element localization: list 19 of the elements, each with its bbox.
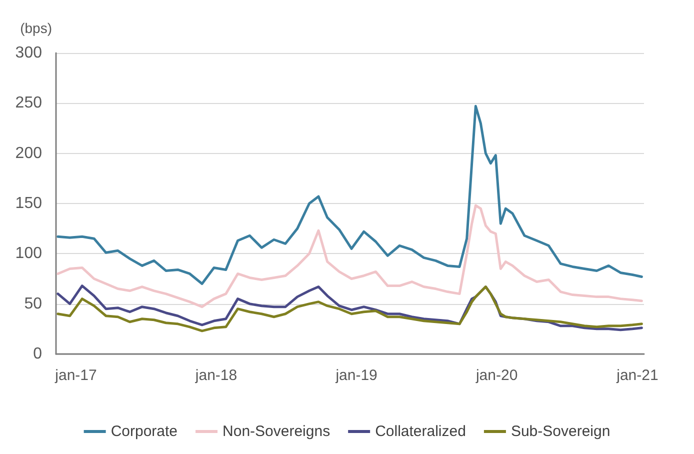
y-axis-title: (bps)	[20, 20, 52, 36]
y-tick-label: 50	[24, 295, 42, 312]
y-tick-label: 150	[15, 195, 42, 212]
line-series	[56, 104, 643, 286]
legend-label: Corporate	[110, 423, 178, 440]
x-tick-label: jan-19	[334, 367, 378, 384]
x-tick-label: jan-18	[194, 367, 238, 384]
y-tick-label: 0	[33, 346, 42, 362]
line-series	[56, 204, 643, 308]
x-tick-label: jan-20	[474, 367, 518, 384]
x-tick-label: jan-21	[616, 367, 658, 384]
x-tick-label: jan-17	[54, 367, 97, 384]
y-tick-label: 200	[15, 144, 42, 162]
legend-label: Sub-Sovereign	[510, 423, 610, 440]
y-tick-label: 300	[15, 44, 42, 62]
y-tick-label: 250	[15, 94, 42, 112]
y-tick-label: 100	[15, 245, 42, 262]
legend-label: Collateralized	[375, 423, 466, 440]
legend-label: Non-Sovereigns	[222, 423, 330, 440]
